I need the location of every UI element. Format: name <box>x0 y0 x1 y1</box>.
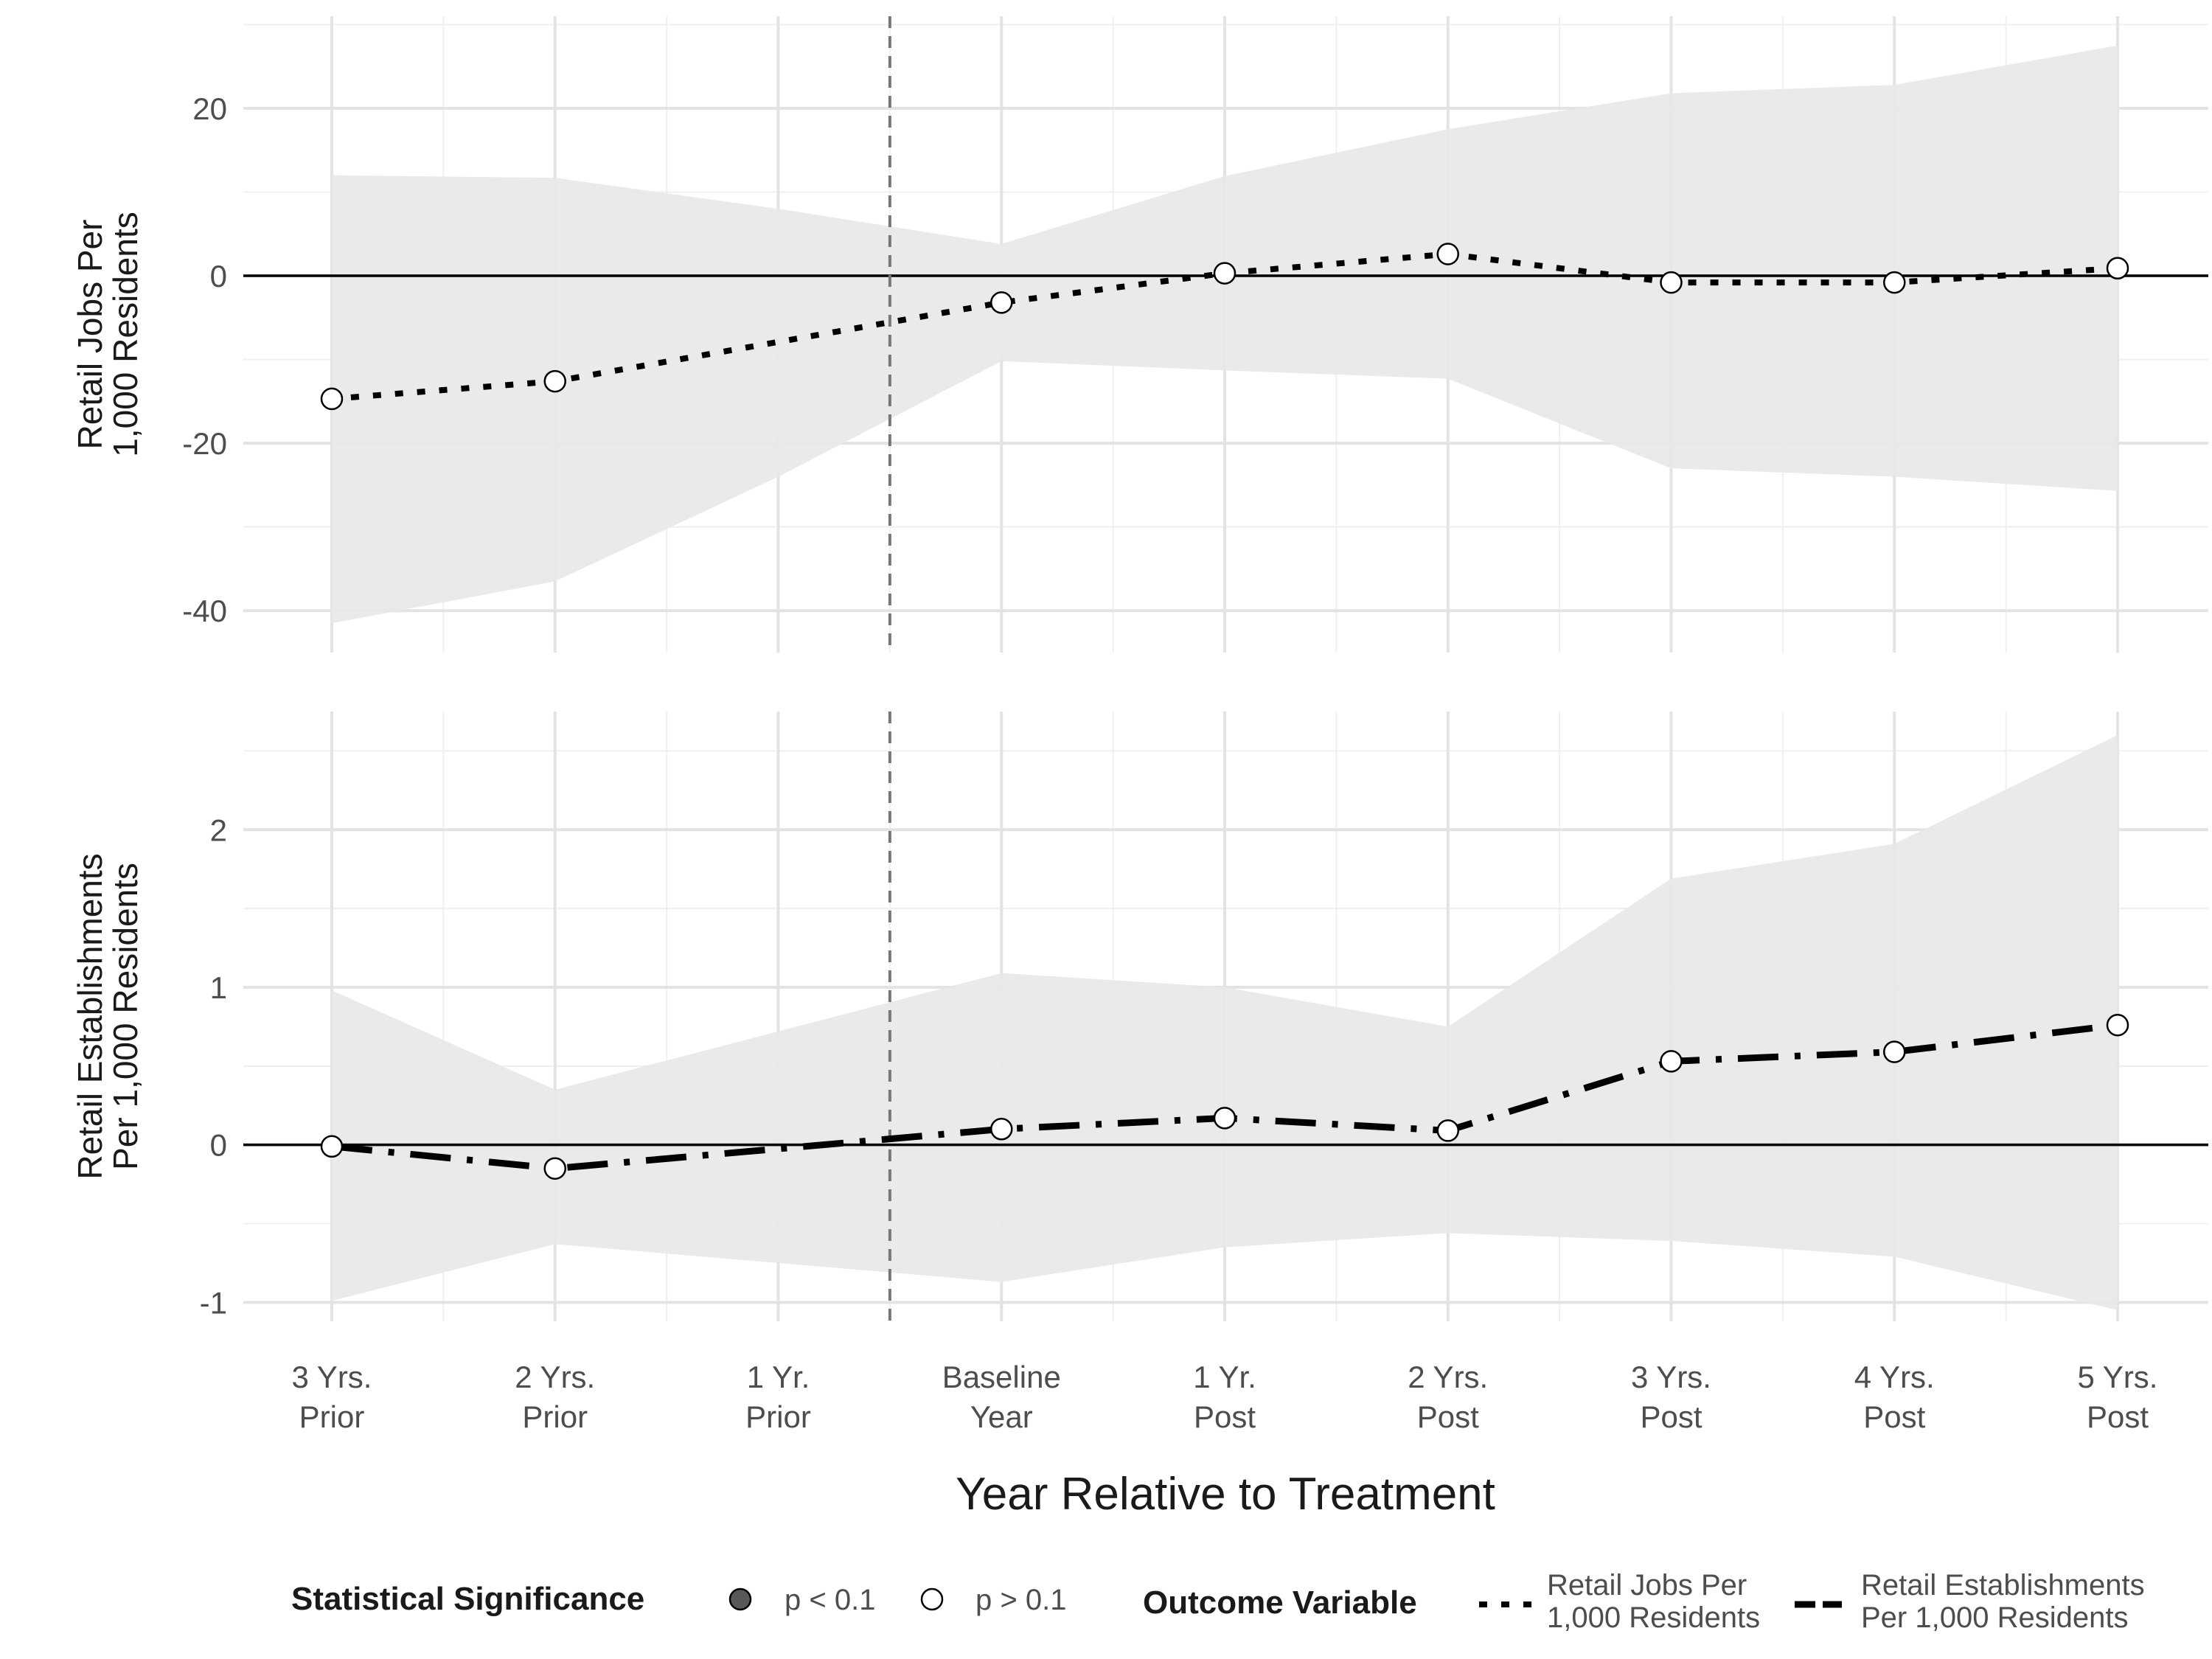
data-point-est <box>1660 1050 1683 1073</box>
legend: Statistical Significance p < 0.1 p > 0.1 Ou… <box>291 1569 2145 1634</box>
data-point-jobs <box>1436 243 1459 265</box>
y-tick-label: 0 <box>210 1128 227 1163</box>
y-axis-title: Retail EstablishmentsPer 1,000 Residents <box>71 853 145 1179</box>
data-point-est <box>1883 1040 1906 1063</box>
data-point-est <box>1436 1119 1459 1142</box>
x-tick-label: 4 Yrs. Post <box>1854 1360 1935 1434</box>
legend-label-significance: p < 0.1 <box>785 1584 875 1616</box>
confidence-band <box>332 735 2118 1311</box>
x-tick-label: Baseline Year <box>942 1360 1061 1434</box>
data-point-jobs <box>543 369 566 393</box>
data-point-jobs <box>990 291 1013 314</box>
x-tick-label: 2 Yrs. Post <box>1408 1360 1488 1434</box>
legend-label-outcome: Retail Jobs Per 1,000 Residents <box>1547 1569 1760 1634</box>
legend-key-significance <box>920 1587 944 1611</box>
legend-label-outcome: Retail Establishments Per 1,000 Residents <box>1861 1569 2145 1634</box>
y-tick-label: 20 <box>192 91 227 126</box>
x-tick-label: 3 Yrs. Prior <box>292 1360 372 1434</box>
confidence-band <box>332 45 2118 624</box>
y-tick-label: -1 <box>200 1285 227 1320</box>
data-point-est <box>2106 1014 2129 1037</box>
x-tick-label: 5 Yrs. Post <box>2078 1360 2158 1434</box>
data-point-jobs <box>2106 257 2129 280</box>
y-tick-label: -40 <box>182 594 227 628</box>
y-tick-label: 0 <box>210 259 227 293</box>
panel-retail-jobs: -40 -20 0 20 Retail Jobs Per1,000 Residents <box>71 16 2208 653</box>
x-axis: 3 Yrs. Prior 2 Yrs. Prior 1 Yr. Prior Baseline… <box>292 1360 2158 1434</box>
y-tick-label: -20 <box>182 426 227 461</box>
legend-label-significance: p > 0.1 <box>975 1584 1066 1616</box>
x-tick-label: 1 Yr. Prior <box>745 1360 811 1434</box>
legend-key-significance <box>728 1587 752 1611</box>
x-tick-label: 3 Yrs. Post <box>1631 1360 1711 1434</box>
data-point-jobs <box>1660 271 1683 294</box>
series-line-est <box>331 1021 2118 1172</box>
legend-title-outcome: Outcome Variable <box>1143 1585 1417 1621</box>
data-point-est <box>320 1135 344 1158</box>
x-tick-label: 1 Yr. Post <box>1193 1360 1256 1434</box>
data-point-jobs <box>320 387 344 411</box>
y-tick-label: 2 <box>210 813 227 847</box>
data-point-est <box>990 1118 1013 1141</box>
legend-title-significance: Statistical Significance <box>291 1581 644 1617</box>
x-tick-label: 2 Yrs. Prior <box>515 1360 595 1434</box>
panel-retail-establishments: -1 0 1 2 Retail EstablishmentsPer 1,000 Resi… <box>71 712 2208 1321</box>
data-point-est <box>1213 1107 1237 1130</box>
y-axis-title: Retail Jobs Per1,000 Residents <box>71 212 145 456</box>
x-axis-title: Year Relative to Treatment <box>956 1469 1495 1520</box>
data-point-jobs <box>1213 262 1237 285</box>
y-tick-label: 1 <box>210 970 227 1005</box>
data-point-est <box>543 1157 566 1180</box>
data-point-jobs <box>1883 271 1906 294</box>
